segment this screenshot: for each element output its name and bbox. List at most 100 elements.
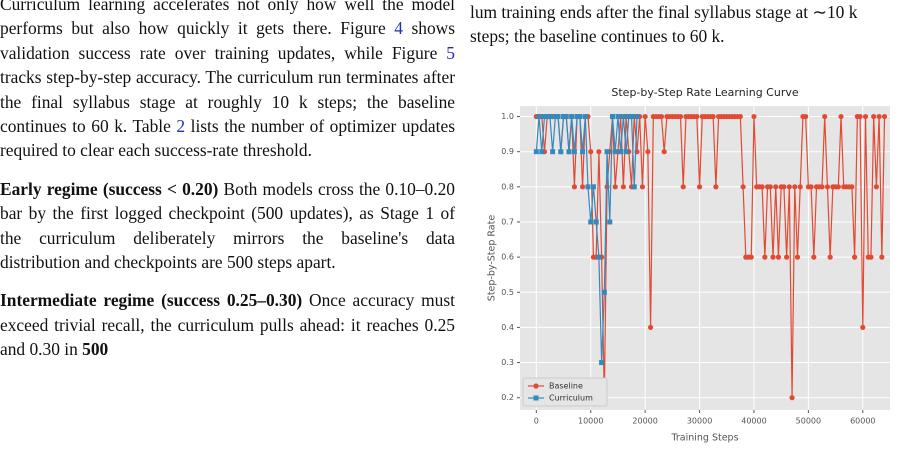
text: Both models cross the 0.10–0.20 bar by t…	[0, 178, 455, 273]
x-tick-label: 50000	[796, 417, 821, 426]
paragraph: Curriculum learning accelerates not only…	[0, 0, 455, 163]
marker	[533, 383, 539, 389]
chart: Step-by-Step Rate Learning Curve Trainin…	[487, 86, 890, 444]
y-tick-label: 0.4	[501, 323, 514, 332]
marker	[612, 184, 618, 190]
marker	[596, 149, 602, 155]
marker	[631, 184, 637, 190]
y-tick-label: 0.6	[501, 253, 514, 262]
marker	[873, 184, 879, 190]
legend-label: Curriculum	[549, 394, 593, 403]
marker	[593, 219, 599, 225]
marker	[563, 114, 569, 120]
marker	[533, 395, 539, 401]
marker	[797, 184, 803, 190]
marker	[558, 149, 564, 155]
marker	[827, 254, 833, 260]
paragraph: Intermediate regime (success 0.25–0.30) …	[0, 288, 455, 361]
marker	[536, 114, 542, 120]
marker	[552, 114, 558, 120]
text-line: lum training ends after the final syllab…	[470, 2, 858, 22]
y-tick-label: 1.0	[501, 112, 514, 121]
text: shows validation success rate over train…	[0, 18, 455, 63]
marker	[713, 184, 719, 190]
marker	[550, 149, 556, 155]
marker	[601, 289, 607, 295]
marker	[599, 360, 605, 366]
x-tick-label: 40000	[741, 417, 766, 426]
marker	[629, 114, 635, 120]
marker	[634, 114, 640, 120]
marker	[811, 254, 817, 260]
marker	[607, 219, 613, 225]
y-tick-label: 0.5	[501, 288, 514, 297]
marker	[786, 184, 792, 190]
marker	[541, 114, 547, 120]
marker	[590, 184, 596, 190]
marker	[871, 113, 877, 120]
marker	[642, 113, 648, 120]
x-tick-label: 60000	[850, 417, 875, 426]
marker	[824, 184, 831, 190]
marker	[620, 114, 626, 120]
marker	[868, 254, 874, 260]
marker	[677, 113, 684, 120]
y-tick-label: 0.8	[501, 182, 514, 191]
marker	[775, 254, 782, 260]
marker	[626, 114, 632, 120]
legend-box	[522, 377, 608, 407]
bold-text: Early regime (success < 0.20)	[0, 178, 219, 199]
marker	[849, 184, 855, 190]
marker	[879, 254, 885, 260]
marker	[577, 114, 583, 120]
marker	[789, 395, 795, 401]
marker	[838, 113, 844, 120]
text: tracks step-by-step accuracy. The curric…	[0, 67, 455, 137]
marker	[585, 184, 591, 190]
marker	[759, 184, 765, 190]
marker	[748, 254, 754, 260]
paragraph: Early regime (success < 0.20) Both model…	[0, 177, 455, 275]
marker	[571, 184, 578, 190]
text: lists the number of optimizer updates re…	[0, 116, 455, 161]
marker	[547, 114, 553, 120]
marker	[588, 219, 594, 225]
x-tick-label: 20000	[632, 417, 657, 426]
marker	[596, 254, 602, 260]
marker	[612, 149, 618, 155]
marker	[579, 184, 586, 190]
marker	[876, 113, 882, 120]
y-axis-label: Step-by-Step Rate	[487, 215, 498, 302]
right-column: lum training ends after the final syllab…	[470, 0, 921, 49]
marker	[862, 113, 869, 120]
y-tick-label: 0.7	[501, 217, 514, 226]
reference[interactable]: 5	[446, 42, 455, 63]
text-line: steps; the baseline continues to 60 k.	[470, 26, 725, 47]
reference[interactable]: 2	[176, 116, 186, 137]
text: Once accuracy must exceed trivial recall…	[0, 290, 455, 360]
marker	[794, 254, 801, 260]
bold-text: 500	[82, 339, 109, 360]
y-tick-label: 0.9	[501, 147, 514, 156]
marker	[604, 149, 610, 155]
marker	[881, 113, 888, 120]
marker	[860, 324, 866, 331]
marker	[784, 254, 790, 260]
marker	[661, 149, 667, 155]
marker	[533, 149, 539, 155]
x-tick-label: 0	[534, 417, 539, 426]
marker	[647, 324, 654, 331]
marker	[762, 254, 768, 260]
reference[interactable]: 4	[394, 18, 403, 39]
marker	[770, 254, 776, 260]
marker	[658, 113, 665, 120]
marker	[767, 184, 773, 190]
marker	[561, 114, 567, 120]
bold-text: Intermediate regime (success 0.25–0.30)	[0, 290, 303, 311]
marker	[808, 184, 814, 190]
marker	[620, 184, 626, 190]
marker	[781, 184, 787, 190]
y-tick-label: 0.3	[501, 358, 514, 367]
marker	[645, 149, 651, 155]
